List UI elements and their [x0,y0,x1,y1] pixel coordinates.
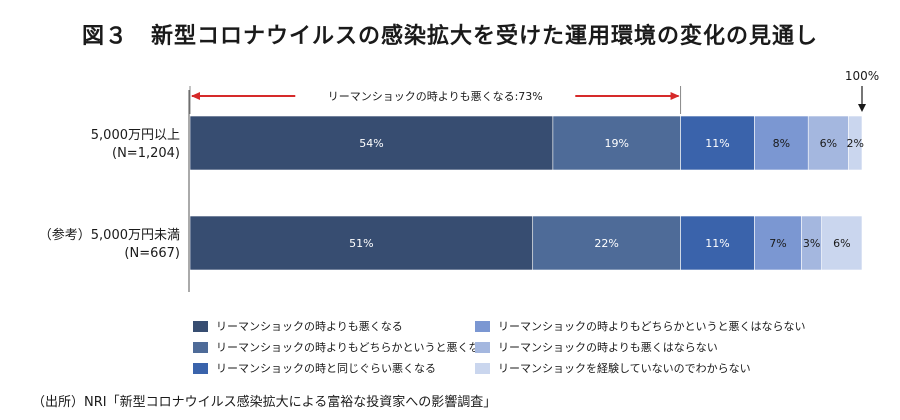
annotation-arrowhead-left [191,92,200,100]
annotation-label: リーマンショックの時よりも悪くなる:73% [328,90,543,103]
annotation-arrowhead-right [670,92,680,100]
legend-item: リーマンショックを経験していないのでわからない [475,360,751,376]
legend-item: リーマンショックの時と同じぐらい悪くなる [193,360,436,376]
legend-label: リーマンショックの時と同じぐらい悪くなる [216,362,436,375]
data-label: 54% [359,137,383,150]
chart-title: 図３ 新型コロナウイルスの感染拡大を受けた運用環境の変化の見通し [81,24,818,49]
bar-segment [532,215,681,271]
bar-segment [754,115,809,171]
label-100-percent: 100% [845,69,879,83]
legend-swatch [193,320,208,332]
category-label: （参考）5,000万円未満 [39,227,180,243]
legend-label: リーマンショックの時よりも悪くなる [216,320,403,333]
data-label: 6% [833,237,850,250]
legend-item: リーマンショックの時よりも悪くはならない [475,339,718,355]
data-label: 11% [705,137,729,150]
legend-swatch [193,341,208,353]
data-label: 8% [773,137,790,150]
legend-label: リーマンショックの時よりもどちらかというと悪くはならない [498,320,806,333]
data-label: 22% [594,237,618,250]
bar-segment [189,115,554,171]
marker-100-arrowhead [858,104,866,112]
legend-swatch [475,320,490,332]
bar-segment [680,115,755,171]
bar-segment [189,215,534,271]
legend-item: リーマンショックの時よりもどちらかというと悪くはならない [475,318,806,334]
data-label: 7% [769,237,786,250]
bar-segment [821,215,863,271]
data-label: 3% [803,237,820,250]
data-label: 2% [847,137,864,150]
data-label: 11% [705,237,729,250]
category-label-n: (N=667) [124,246,180,261]
category-label: 5,000万円以上 [91,128,180,143]
source-note: （出所）NRI「新型コロナウイルス感染拡大による富裕な投資家への影響調査」 [32,395,497,410]
data-label: 51% [349,237,373,250]
bar-segment [754,215,802,271]
legend-item: リーマンショックの時よりも悪くなる [193,318,403,334]
legend-swatch [193,362,208,374]
data-label: 19% [604,137,628,150]
category-label-n: (N=1,204) [112,146,180,161]
legend-item: リーマンショックの時よりもどちらかというと悪くなる [193,339,491,355]
legend-swatch [475,341,490,353]
bar-segment [552,115,681,171]
legend-label: リーマンショックを経験していないのでわからない [498,362,751,375]
legend-label: リーマンショックの時よりもどちらかというと悪くなる [216,341,491,354]
legend-swatch [475,362,490,374]
legend-label: リーマンショックの時よりも悪くはならない [498,341,718,354]
bar-segment [680,215,755,271]
bar-segment [807,115,849,171]
data-label: 6% [820,137,837,150]
bar-segment [848,115,863,171]
